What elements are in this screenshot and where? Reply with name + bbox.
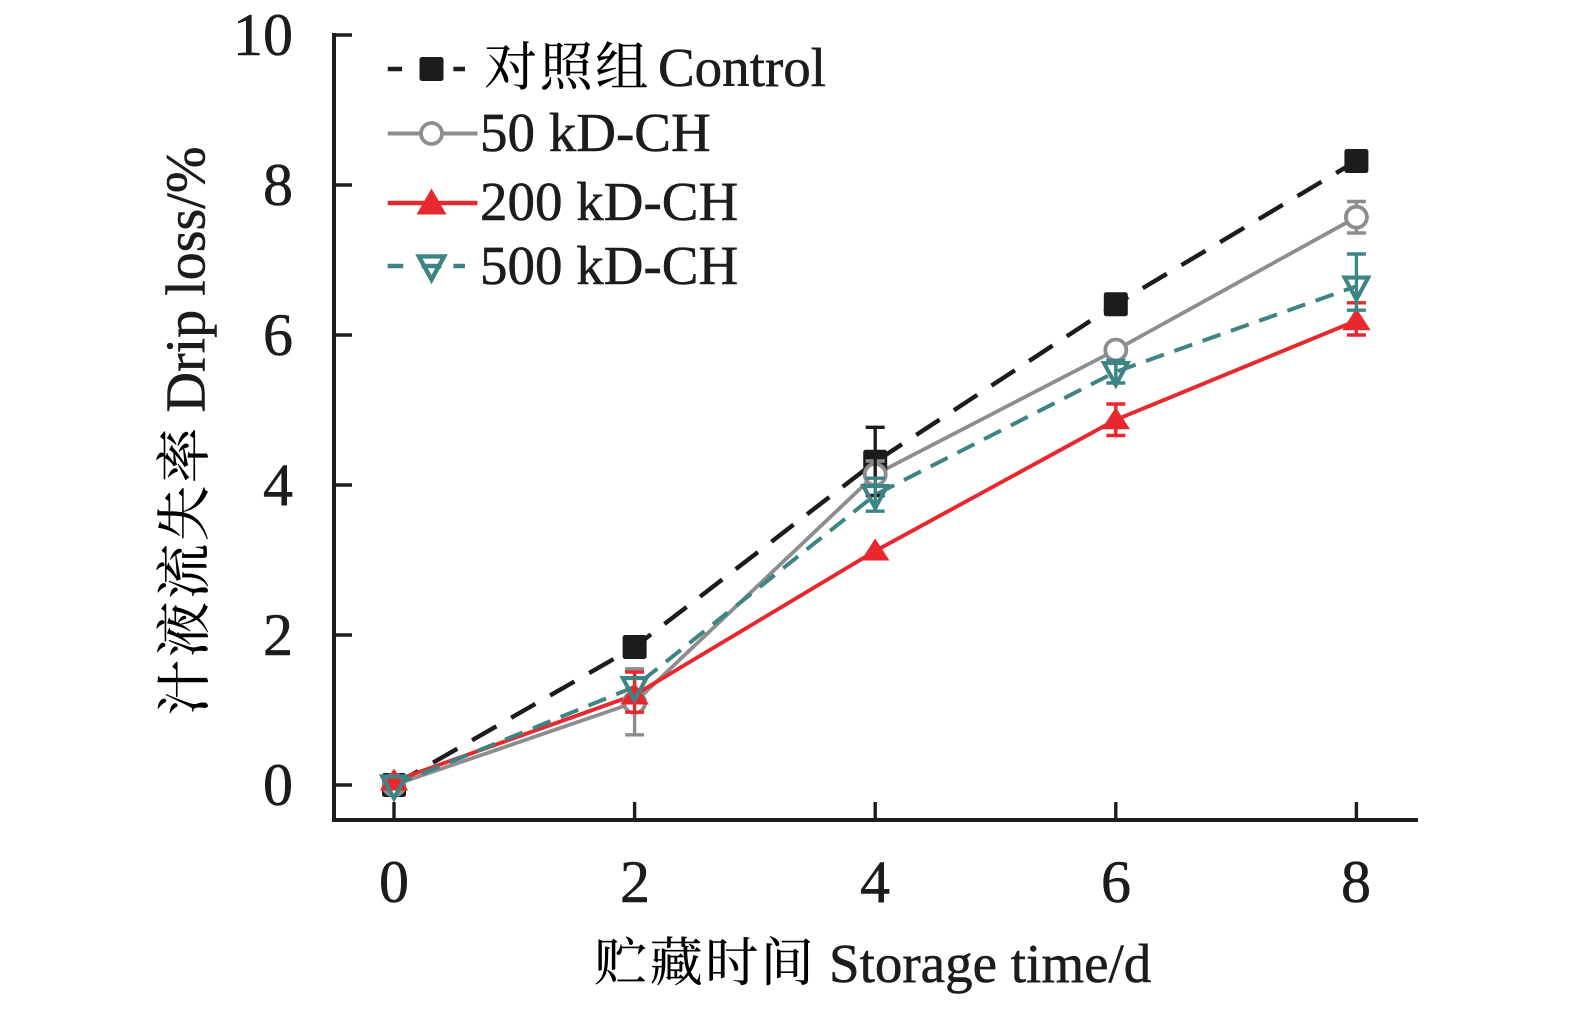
svg-text:2: 2 bbox=[263, 602, 293, 668]
svg-text:Storage time/d: Storage time/d bbox=[829, 933, 1151, 994]
svg-text:0: 0 bbox=[379, 849, 409, 915]
svg-text:4: 4 bbox=[860, 849, 890, 915]
svg-text:8: 8 bbox=[1341, 849, 1371, 915]
svg-text:6: 6 bbox=[263, 302, 293, 368]
svg-text:0: 0 bbox=[263, 752, 293, 818]
svg-text:Control: Control bbox=[658, 37, 826, 98]
svg-text:200 kD-CH: 200 kD-CH bbox=[480, 171, 738, 232]
svg-text:6: 6 bbox=[1101, 849, 1131, 915]
svg-text:2: 2 bbox=[620, 849, 650, 915]
svg-text:50 kD-CH: 50 kD-CH bbox=[480, 102, 711, 163]
svg-text:500 kD-CH: 500 kD-CH bbox=[480, 235, 738, 296]
svg-text:Drip loss/%: Drip loss/% bbox=[156, 147, 218, 413]
svg-text:10: 10 bbox=[233, 2, 293, 68]
svg-text:8: 8 bbox=[263, 152, 293, 218]
svg-text:4: 4 bbox=[263, 452, 293, 518]
